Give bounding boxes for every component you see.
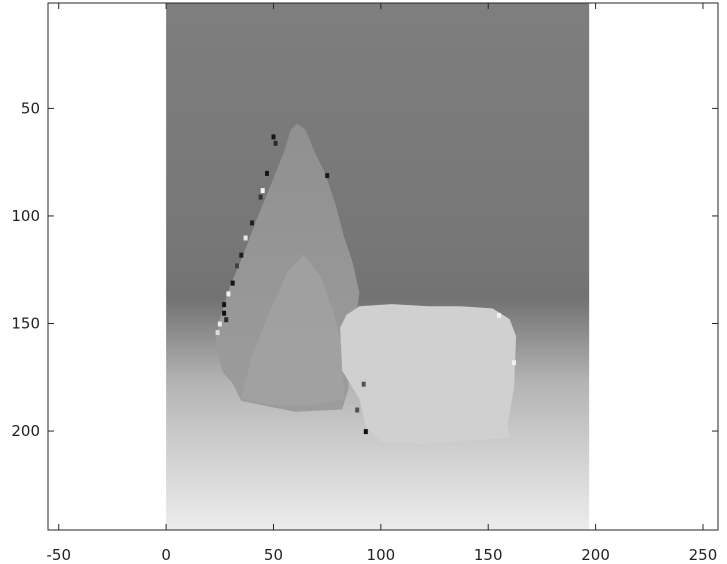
- speckle-19: [355, 407, 360, 413]
- depth-image-background: [166, 3, 590, 530]
- x-tick-label: 50: [264, 546, 283, 564]
- x-tick-label: 0: [161, 546, 171, 564]
- speckle-11: [222, 302, 227, 308]
- speckle-16: [325, 173, 330, 179]
- speckle-15: [215, 330, 220, 336]
- x-tick-label: 250: [689, 546, 718, 564]
- speckle-14: [224, 317, 229, 323]
- speckle-9: [230, 280, 235, 286]
- speckle-20: [497, 312, 501, 318]
- speckle-13: [217, 321, 222, 327]
- x-tick-label: -50: [46, 546, 71, 564]
- speckle-4: [258, 194, 263, 200]
- speckle-10: [226, 291, 231, 297]
- x-tick-label: 100: [367, 546, 396, 564]
- speckle-2: [265, 170, 269, 176]
- edge-speckles: [215, 134, 516, 435]
- speckle-12: [222, 310, 227, 316]
- x-tick-label: 150: [474, 546, 503, 564]
- plot-area: [166, 3, 590, 530]
- cone-inner-highlight: [241, 254, 345, 406]
- y-tick-label: 100: [11, 207, 40, 225]
- speckle-18: [361, 381, 366, 387]
- speckle-8: [235, 263, 239, 269]
- speckle-1: [273, 140, 278, 146]
- x-axis-tick-labels: -50 0 50 100 150 200 250: [46, 546, 717, 564]
- y-tick-label: 200: [11, 422, 40, 440]
- speckle-6: [243, 235, 248, 241]
- speckle-3: [260, 188, 265, 194]
- y-axis-tick-labels: 50 100 150 200: [11, 99, 40, 440]
- y-tick-label: 50: [21, 99, 40, 117]
- plot-frame: [47, 2, 719, 531]
- y-tick-label: 150: [11, 315, 40, 333]
- speckle-7: [239, 252, 244, 258]
- speckle-0: [271, 134, 276, 140]
- x-tick-label: 200: [581, 546, 610, 564]
- box-object: [340, 304, 517, 444]
- axis-ticks: [48, 3, 718, 530]
- speckle-5: [250, 220, 254, 226]
- speckle-17: [363, 429, 368, 435]
- speckle-21: [512, 360, 516, 366]
